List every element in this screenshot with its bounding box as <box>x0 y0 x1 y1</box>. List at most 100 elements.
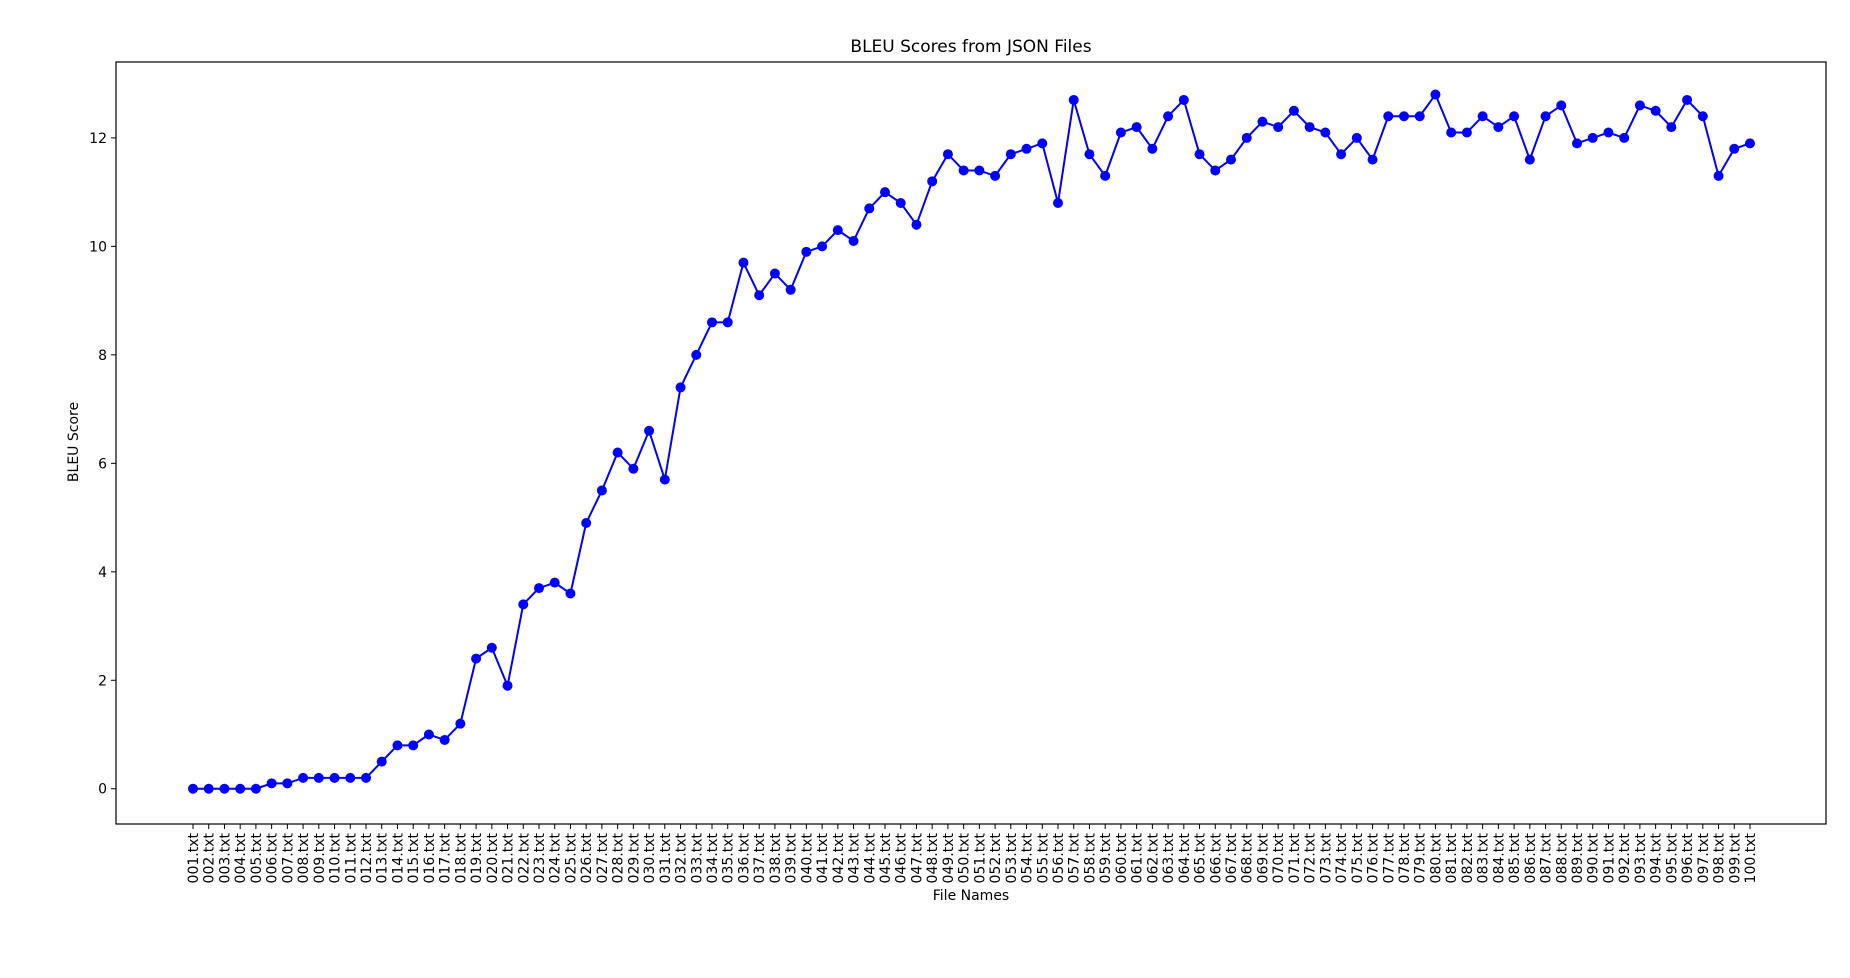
x-tick-label: 037.txt <box>752 832 768 883</box>
data-point <box>1336 149 1347 160</box>
data-point <box>1619 132 1630 143</box>
data-point <box>1745 138 1755 149</box>
x-tick-label: 041.txt <box>815 832 831 883</box>
x-tick-label: 087.txt <box>1539 832 1555 883</box>
data-point <box>1257 116 1268 127</box>
x-tick-label: 012.txt <box>359 832 375 883</box>
x-tick-label: 074.txt <box>1334 832 1350 883</box>
data-point <box>345 772 356 783</box>
data-point <box>486 642 497 653</box>
data-point <box>219 783 230 794</box>
x-tick-label: 044.txt <box>862 832 878 883</box>
data-point <box>1729 143 1740 154</box>
x-tick-label: 034.txt <box>705 832 721 883</box>
data-point <box>581 518 592 528</box>
x-tick-label: 072.txt <box>1303 832 1319 883</box>
data-point <box>911 219 922 230</box>
x-tick-label: 091.txt <box>1601 832 1617 883</box>
x-tick-label: 024.txt <box>548 832 564 883</box>
x-tick-label: 064.txt <box>1177 832 1193 883</box>
x-tick-label: 093.txt <box>1633 832 1649 883</box>
x-tick-label: 075.txt <box>1350 832 1366 883</box>
data-point <box>707 317 717 328</box>
data-point <box>188 783 198 794</box>
data-point <box>880 187 890 198</box>
data-point <box>1713 170 1724 181</box>
x-tick-label: 031.txt <box>658 832 674 883</box>
x-tick-label: 048.txt <box>925 832 941 883</box>
x-tick-label: 069.txt <box>1255 832 1271 883</box>
data-point <box>534 583 544 594</box>
data-point <box>1446 127 1457 138</box>
data-point <box>1634 100 1645 111</box>
x-tick-label: 085.txt <box>1507 832 1523 883</box>
x-tick-label: 063.txt <box>1161 832 1177 883</box>
x-tick-label: 020.txt <box>485 832 501 883</box>
x-tick-label: 022.txt <box>516 832 532 883</box>
x-tick-label: 030.txt <box>642 832 658 883</box>
x-tick-label: 090.txt <box>1586 832 1602 883</box>
data-point <box>250 783 261 794</box>
data-point <box>1163 111 1174 122</box>
x-tick-label: 055.txt <box>1035 832 1051 883</box>
x-tick-label: 033.txt <box>689 832 705 883</box>
x-tick-label: 017.txt <box>438 832 454 883</box>
x-tick-label: 054.txt <box>1020 832 1036 883</box>
data-point <box>722 317 733 328</box>
x-tick-label: 026.txt <box>579 832 595 883</box>
data-point <box>1005 149 1016 160</box>
data-point <box>1210 165 1221 176</box>
data-point <box>565 588 576 599</box>
x-tick-label: 038.txt <box>768 832 784 883</box>
x-tick-label: 079.txt <box>1413 832 1429 883</box>
x-tick-label: 058.txt <box>1082 832 1098 883</box>
x-tick-label: 042.txt <box>831 832 847 883</box>
data-point <box>817 241 828 252</box>
x-tick-label: 098.txt <box>1712 832 1728 883</box>
x-tick-label: 016.txt <box>422 832 438 883</box>
data-point <box>203 783 214 794</box>
x-tick-label: 027.txt <box>595 832 611 883</box>
x-tick-label: 050.txt <box>957 832 973 883</box>
data-point <box>1053 198 1063 209</box>
data-point <box>518 599 529 610</box>
data-point <box>659 474 670 485</box>
x-tick-label: 082.txt <box>1460 832 1476 883</box>
data-point <box>502 680 513 691</box>
data-point <box>1682 94 1693 105</box>
x-tick-label: 078.txt <box>1397 832 1413 883</box>
x-tick-label: 092.txt <box>1617 832 1633 883</box>
data-point <box>675 382 686 393</box>
data-point <box>1226 154 1236 165</box>
data-point <box>1666 122 1677 133</box>
data-point <box>628 463 639 474</box>
x-tick-label: 009.txt <box>312 832 328 883</box>
plot-area-frame <box>115 61 1827 825</box>
x-tick-label: 018.txt <box>453 832 469 883</box>
y-tick-label: 8 <box>98 348 107 364</box>
y-tick-label: 12 <box>89 131 107 147</box>
data-point <box>1414 111 1425 122</box>
y-tick-label: 6 <box>98 456 107 472</box>
data-point <box>1493 122 1504 133</box>
data-point <box>1351 132 1362 143</box>
x-tick-label: 002.txt <box>202 832 218 883</box>
x-tick-label: 001.txt <box>186 832 202 883</box>
x-tick-label: 006.txt <box>265 832 281 883</box>
x-tick-label: 062.txt <box>1145 832 1161 883</box>
x-tick-label: 081.txt <box>1444 832 1460 883</box>
data-point <box>785 284 796 295</box>
x-tick-label: 083.txt <box>1476 832 1492 883</box>
data-point <box>266 778 277 789</box>
x-tick-label: 077.txt <box>1381 832 1397 883</box>
x-tick-label: 057.txt <box>1067 832 1083 883</box>
x-tick-label: 008.txt <box>296 832 312 883</box>
x-tick-label: 094.txt <box>1649 832 1665 883</box>
data-point <box>329 772 340 783</box>
x-tick-label: 004.txt <box>233 832 249 883</box>
data-point <box>313 772 324 783</box>
x-tick-label: 071.txt <box>1287 832 1303 883</box>
x-tick-label: 080.txt <box>1428 832 1444 883</box>
data-point <box>990 170 1001 181</box>
